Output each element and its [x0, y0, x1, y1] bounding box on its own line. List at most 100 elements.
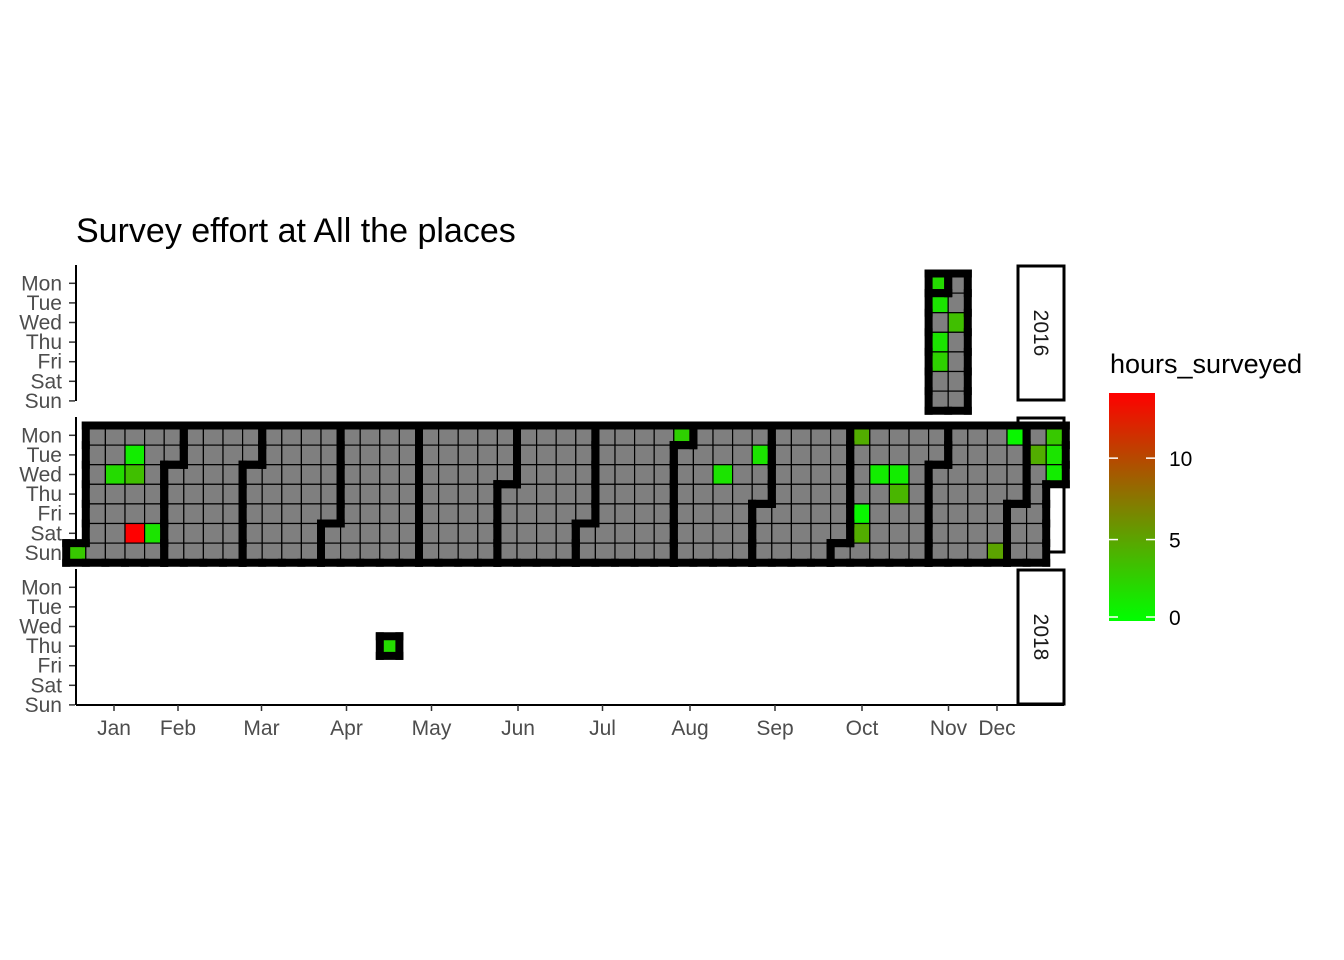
empty-cell: [986, 444, 1008, 466]
empty-cell: [516, 522, 538, 544]
empty-cell: [888, 444, 910, 466]
y-tick-label: Wed: [19, 616, 62, 639]
y-tick-label: Tue: [27, 596, 62, 619]
y-tick-label: Fri: [38, 351, 63, 374]
empty-cell: [359, 483, 381, 505]
x-tick-label: Jun: [501, 717, 535, 740]
empty-cell: [281, 483, 302, 505]
empty-cell: [261, 483, 283, 505]
x-tick-label: Dec: [978, 717, 1015, 740]
x-tick-label: Apr: [330, 717, 363, 740]
empty-cell: [947, 522, 969, 544]
survey-cell: [104, 464, 126, 485]
empty-cell: [104, 444, 126, 466]
empty-cell: [202, 503, 224, 525]
y-tick-label: Wed: [19, 312, 62, 335]
empty-cell: [300, 483, 322, 505]
empty-cell: [810, 444, 832, 466]
y-tick-label: Sat: [30, 674, 62, 697]
x-tick-label: May: [412, 717, 452, 740]
legend-ticks: 0 5 10: [1109, 448, 1192, 630]
survey-cell: [869, 464, 890, 485]
empty-cell: [379, 503, 400, 525]
y-tick-label: Tue: [27, 292, 62, 315]
empty-cell: [947, 483, 969, 505]
empty-cell: [359, 464, 381, 485]
empty-cell: [555, 444, 577, 466]
empty-cell: [869, 522, 890, 544]
empty-cell: [790, 503, 812, 525]
empty-cell: [438, 522, 459, 544]
empty-cell: [183, 503, 205, 525]
empty-cell: [281, 464, 302, 485]
cell-group: [65, 424, 1047, 564]
empty-cell: [477, 444, 498, 466]
legend-label: 10: [1169, 448, 1192, 471]
x-tick-label: Feb: [160, 717, 196, 740]
empty-cell: [810, 503, 832, 525]
empty-cell: [535, 464, 557, 485]
empty-cell: [535, 503, 557, 525]
legend: hours_surveyed 0 5 10: [1109, 349, 1302, 630]
empty-cell: [438, 483, 459, 505]
chart-title: Survey effort at All the places: [76, 212, 516, 250]
empty-cell: [967, 464, 988, 485]
survey-cell: [124, 444, 146, 466]
x-tick-label: Oct: [846, 717, 879, 740]
empty-cell: [692, 464, 714, 485]
empty-cell: [535, 444, 557, 466]
legend-title: hours_surveyed: [1110, 349, 1302, 379]
y-tick-label: Sat: [30, 522, 62, 545]
facet-strip-label: 2016: [1029, 310, 1052, 357]
empty-cell: [202, 444, 224, 466]
empty-cell: [124, 483, 146, 505]
empty-cell: [359, 522, 381, 544]
empty-cell: [633, 483, 655, 505]
empty-cell: [379, 483, 400, 505]
empty-cell: [261, 503, 283, 525]
cell-group: [927, 272, 969, 412]
empty-cell: [457, 503, 479, 525]
empty-cell: [790, 483, 812, 505]
legend-colorbar: [1109, 393, 1155, 621]
empty-cell: [124, 503, 146, 525]
survey-cell: [124, 464, 146, 485]
empty-cell: [438, 464, 459, 485]
y-tick-label: Sun: [25, 694, 62, 717]
empty-cell: [810, 483, 832, 505]
empty-cell: [438, 503, 459, 525]
facet-strip-label: 2018: [1029, 614, 1052, 661]
x-axis: Jan Feb Mar Apr May Jun Jul Aug Sep Oct Nov Dec: [76, 704, 1064, 740]
x-tick-label: Aug: [671, 717, 708, 740]
y-tick-label: Sun: [25, 542, 62, 565]
month-boundary-group: [375, 632, 404, 660]
empty-cell: [986, 464, 1008, 485]
empty-cell: [457, 522, 479, 544]
empty-cell: [712, 483, 734, 505]
empty-cell: [359, 444, 381, 466]
empty-cell: [633, 503, 655, 525]
empty-cell: [790, 522, 812, 544]
empty-cell: [359, 503, 381, 525]
empty-cell: [281, 522, 302, 544]
empty-cell: [614, 464, 636, 485]
empty-cell: [731, 444, 753, 466]
empty-cell: [104, 503, 126, 525]
y-tick-label: Mon: [21, 424, 62, 447]
empty-cell: [614, 444, 636, 466]
survey-cell: [888, 464, 910, 485]
empty-cell: [104, 522, 126, 544]
empty-cell: [712, 522, 734, 544]
empty-cell: [183, 483, 205, 505]
y-tick-label: Mon: [21, 272, 62, 295]
y-tick-label: Tue: [27, 444, 62, 467]
empty-cell: [614, 503, 636, 525]
y-tick-label: Sat: [30, 370, 62, 393]
y-tick-label: Wed: [19, 464, 62, 487]
month-boundary-group: [924, 269, 972, 415]
x-tick-label: Jan: [97, 717, 131, 740]
empty-cell: [967, 503, 988, 525]
x-tick-label: Nov: [930, 717, 968, 740]
